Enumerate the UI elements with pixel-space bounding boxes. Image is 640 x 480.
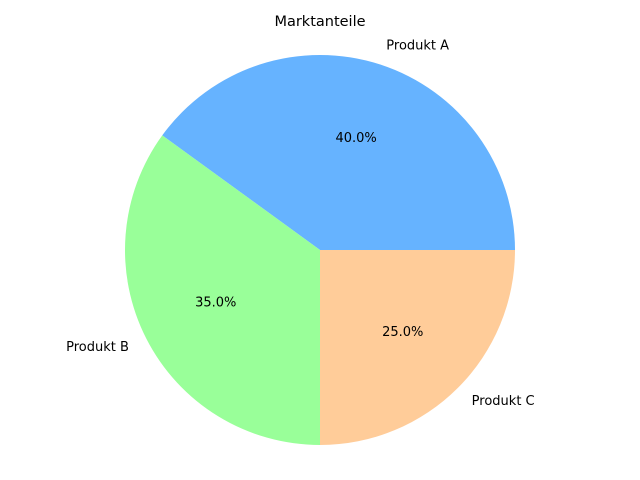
pie-slice-produkt-a [162, 54, 515, 251]
percent-label: 25.0% [382, 325, 423, 340]
pie-slices [125, 54, 515, 445]
percent-label: 40.0% [335, 131, 376, 146]
pie-labels: Produkt A 40.0% Produkt B 35.0% Produkt C 25.… [66, 38, 535, 409]
pie-slice-produkt-b [125, 135, 320, 445]
slice-label: Produkt A [386, 38, 449, 53]
pie-slice-produkt-c [320, 250, 515, 445]
chart-title: Marktanteile [274, 14, 365, 30]
percent-label: 35.0% [195, 296, 236, 311]
slice-label: Produkt B [66, 340, 129, 355]
slice-label: Produkt C [472, 394, 535, 409]
